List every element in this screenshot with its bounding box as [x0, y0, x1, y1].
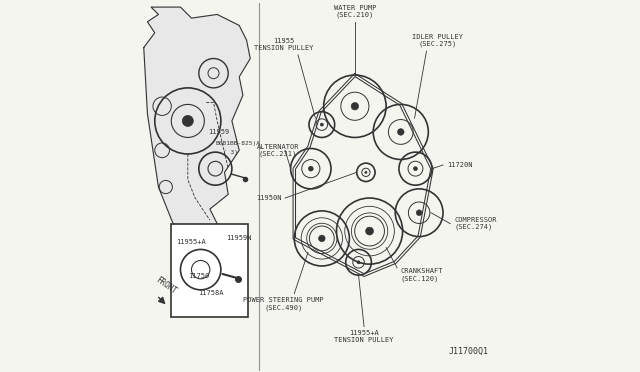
Text: ( 3): ( 3): [223, 150, 237, 155]
Text: ALTERNATOR
(SEC.231): ALTERNATOR (SEC.231): [257, 144, 299, 157]
Text: 11758A: 11758A: [198, 290, 223, 296]
Text: 11959N: 11959N: [227, 235, 252, 241]
Text: 11955
TENSION PULLEY: 11955 TENSION PULLEY: [253, 38, 313, 51]
Text: 11750: 11750: [188, 273, 209, 279]
FancyBboxPatch shape: [172, 224, 248, 317]
Circle shape: [357, 261, 360, 264]
Circle shape: [397, 129, 404, 135]
Text: FRONT: FRONT: [154, 275, 178, 295]
Text: 11955+A
TENSION PULLEY: 11955+A TENSION PULLEY: [334, 330, 394, 343]
Circle shape: [308, 166, 313, 171]
Text: COMPRESSOR
(SEC.274): COMPRESSOR (SEC.274): [454, 217, 497, 231]
Circle shape: [365, 227, 374, 235]
Circle shape: [413, 167, 417, 171]
Circle shape: [320, 123, 323, 126]
Polygon shape: [144, 7, 250, 231]
Circle shape: [319, 235, 325, 242]
Text: B081BB-825)A: B081BB-825)A: [215, 141, 260, 146]
Text: WATER PUMP
(SEC.210): WATER PUMP (SEC.210): [333, 4, 376, 18]
Text: POWER STEERING PUMP
(SEC.490): POWER STEERING PUMP (SEC.490): [243, 297, 324, 311]
Text: 11950N: 11950N: [256, 195, 282, 201]
Circle shape: [351, 103, 358, 110]
Circle shape: [416, 210, 422, 216]
Text: J11700Q1: J11700Q1: [449, 347, 489, 356]
Text: 11955+A: 11955+A: [176, 239, 206, 245]
Circle shape: [365, 171, 367, 173]
Text: 11720N: 11720N: [447, 162, 472, 168]
Circle shape: [182, 115, 193, 126]
Text: 11959: 11959: [208, 129, 229, 135]
Text: IDLER PULLEY
(SEC.275): IDLER PULLEY (SEC.275): [412, 34, 463, 48]
Text: CRANKSHAFT
(SEC.120): CRANKSHAFT (SEC.120): [401, 268, 444, 282]
